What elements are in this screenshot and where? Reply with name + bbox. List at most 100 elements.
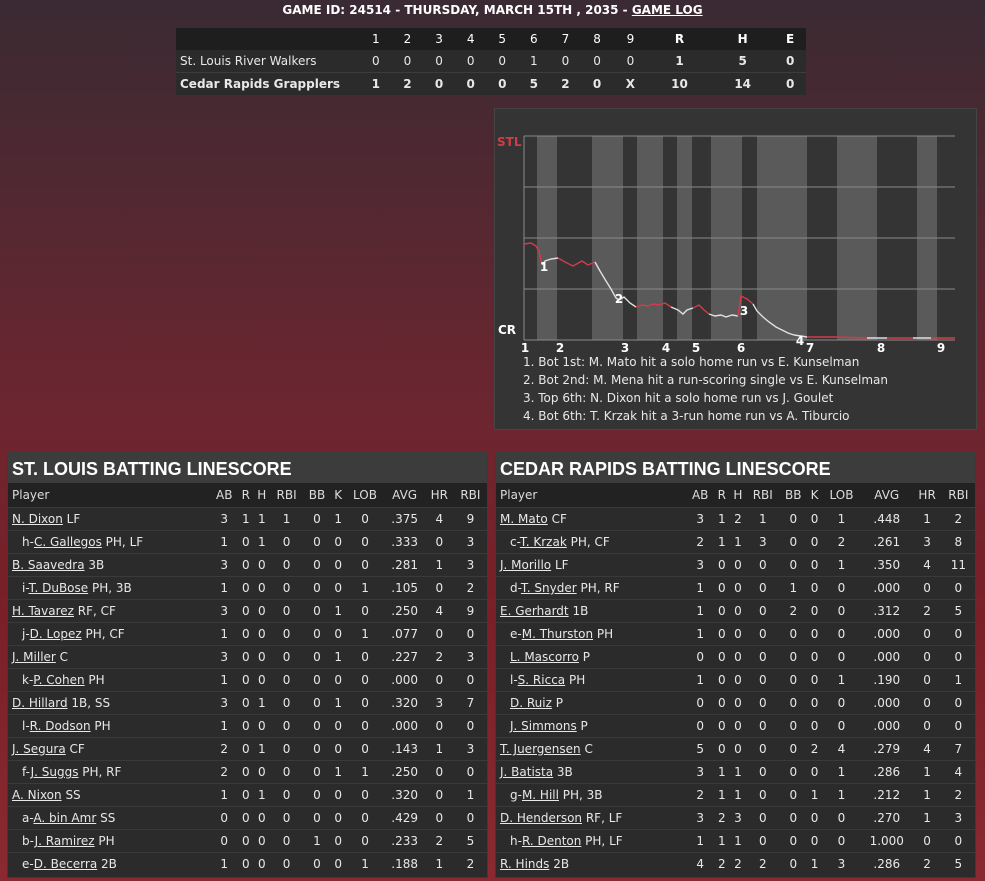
linescore-cell: 1 <box>530 54 538 68</box>
stat-cell: 0 <box>330 852 346 875</box>
stat-cell: 1 <box>746 507 780 531</box>
player-name-link[interactable]: N. Dixon <box>12 512 63 526</box>
player-name-link[interactable]: R. Hinds <box>500 857 550 871</box>
player-cell: T. Juergensen C <box>496 737 687 761</box>
stat-cell: 1 <box>303 829 331 853</box>
stat-cell: 0 <box>270 691 304 715</box>
stat-cell: 0 <box>303 507 331 531</box>
player-name-link[interactable]: D. Lopez <box>29 627 82 641</box>
player-name-link[interactable]: A. Nixon <box>12 788 62 802</box>
player-cell: e-D. Becerra 2B <box>8 852 211 875</box>
player-cell: b-J. Ramirez PH <box>8 829 211 853</box>
stat-cell: .000 <box>860 622 913 646</box>
stat-cell: 0 <box>238 691 254 715</box>
stat-cell: 3 <box>746 530 780 554</box>
player-name-link[interactable]: M. Thurston <box>521 627 594 641</box>
stat-cell: .233 <box>384 829 425 853</box>
stat-cell: 0 <box>330 622 346 646</box>
stat-cell: 0 <box>807 553 822 577</box>
player-name-link[interactable]: C. Gallegos <box>33 535 102 549</box>
player-name-link[interactable]: H. Tavarez <box>12 604 74 618</box>
player-name-link[interactable]: E. Gerhardt <box>500 604 569 618</box>
player-name-link[interactable]: M. Hill <box>521 788 559 802</box>
stat-cell: 0 <box>424 783 454 807</box>
linescore-col-7: 7 <box>549 28 582 50</box>
stat-cell: 3 <box>210 507 239 531</box>
player-name-link[interactable]: L. Mascorro <box>510 650 579 664</box>
player-name-link[interactable]: J. Segura <box>12 742 66 756</box>
stat-cell: 0 <box>345 507 385 531</box>
player-name-link[interactable]: J. Simmons <box>510 719 577 733</box>
player-name-link[interactable]: D. Henderson <box>500 811 583 825</box>
stat-cell: 0 <box>345 783 385 807</box>
player-cell: l-R. Dodson PH <box>8 714 211 738</box>
column-header-lob: LOB <box>345 483 385 508</box>
stat-cell: .333 <box>384 530 425 554</box>
sub-prefix: j- <box>22 627 30 641</box>
linescore-col-8: 8 <box>581 28 613 50</box>
stat-cell: 0 <box>941 645 975 669</box>
player-name-link[interactable]: R. Dodson <box>29 719 91 733</box>
player-name-link[interactable]: D. Ruiz <box>510 696 552 710</box>
stat-cell: 0 <box>714 645 730 669</box>
stat-cell: 1 <box>210 576 239 600</box>
win-prob-line <box>737 294 754 317</box>
linescore-col-2: 2 <box>391 28 424 50</box>
stat-cell: 0 <box>253 829 271 853</box>
batting-row: l-S. Ricca PH 1 0 0 0 0 0 1.190 0 1 <box>496 668 975 692</box>
player-name-link[interactable]: J. Morillo <box>500 558 552 572</box>
batting-row: h-C. Gallegos PH, LF 1 0 1 0 0 0 0.333 0 3 <box>8 530 487 554</box>
player-name-link[interactable]: J. Ramirez <box>34 834 95 848</box>
stat-cell: 0 <box>270 714 304 738</box>
stat-cell: 1 <box>686 599 715 623</box>
player-position: PH, RF <box>78 765 122 779</box>
batting-row: H. Tavarez RF, CF 3 0 0 0 0 1 0.250 4 9 <box>8 599 487 623</box>
cr-batting-table: Player AB R H RBI BB K LOB AVG HR RBI M. Mato CF 3 1 2… <box>496 483 975 875</box>
player-name-link[interactable]: A. bin Amr <box>33 811 97 825</box>
stat-cell: 0 <box>253 668 271 692</box>
win-prob-line <box>635 302 672 308</box>
player-position: 3B <box>84 558 105 572</box>
stat-cell: 0 <box>303 576 331 600</box>
stat-cell: 0 <box>330 806 346 830</box>
stat-cell: 2 <box>912 852 942 875</box>
linescore-col-5: 5 <box>486 28 519 50</box>
linescore-cell: 0 <box>371 54 380 68</box>
batting-row: c-T. Krzak PH, CF 2 1 1 3 0 0 2.261 3 8 <box>496 530 975 554</box>
player-name-link[interactable]: T. Krzak <box>519 535 567 549</box>
column-header-ab: AB <box>210 483 239 508</box>
player-name-link[interactable]: J. Batista <box>500 765 554 779</box>
stat-cell: 3 <box>210 691 239 715</box>
stat-cell: 1 <box>345 852 385 875</box>
player-name-link[interactable]: P. Cohen <box>33 673 85 687</box>
player-name-link[interactable]: D. Hillard <box>12 696 68 710</box>
player-name-link[interactable]: D. Becerra <box>33 857 98 871</box>
player-name-link[interactable]: R. Denton <box>521 834 582 848</box>
player-position: PH, RF <box>576 581 620 595</box>
stat-cell: 0 <box>807 829 822 853</box>
player-name-link[interactable]: J. Suggs <box>30 765 79 779</box>
stat-cell: 2 <box>424 829 454 853</box>
player-name-link[interactable]: T. Juergensen <box>500 742 581 756</box>
stat-cell: .250 <box>384 760 425 784</box>
player-position: 3B <box>553 765 573 779</box>
stat-cell: 1 <box>821 553 861 577</box>
stat-cell: 0 <box>746 714 780 738</box>
game-log-link[interactable]: GAME LOG <box>631 3 703 17</box>
stl-batting-title: ST. LOUIS BATTING LINESCORE <box>8 453 487 483</box>
stat-cell: 2 <box>807 737 822 761</box>
stat-cell: 0 <box>238 668 254 692</box>
player-name-link[interactable]: M. Mato <box>500 512 548 526</box>
stat-cell: 0 <box>424 806 454 830</box>
column-header-lob: LOB <box>821 483 861 508</box>
player-position: RF, CF <box>73 604 116 618</box>
batting-row: T. Juergensen C 5 0 0 0 0 2 4.279 4 7 <box>496 737 975 761</box>
player-name-link[interactable]: B. Saavedra <box>12 558 85 572</box>
player-name-link[interactable]: J. Miller <box>12 650 56 664</box>
player-name-link[interactable]: S. Ricca <box>517 673 566 687</box>
stat-cell: 0 <box>729 622 747 646</box>
batting-row: M. Mato CF 3 1 2 1 0 0 1.448 1 2 <box>496 507 975 531</box>
stat-cell: 0 <box>238 783 254 807</box>
player-name-link[interactable]: T. Snyder <box>520 581 577 595</box>
player-name-link[interactable]: T. DuBose <box>28 581 89 595</box>
